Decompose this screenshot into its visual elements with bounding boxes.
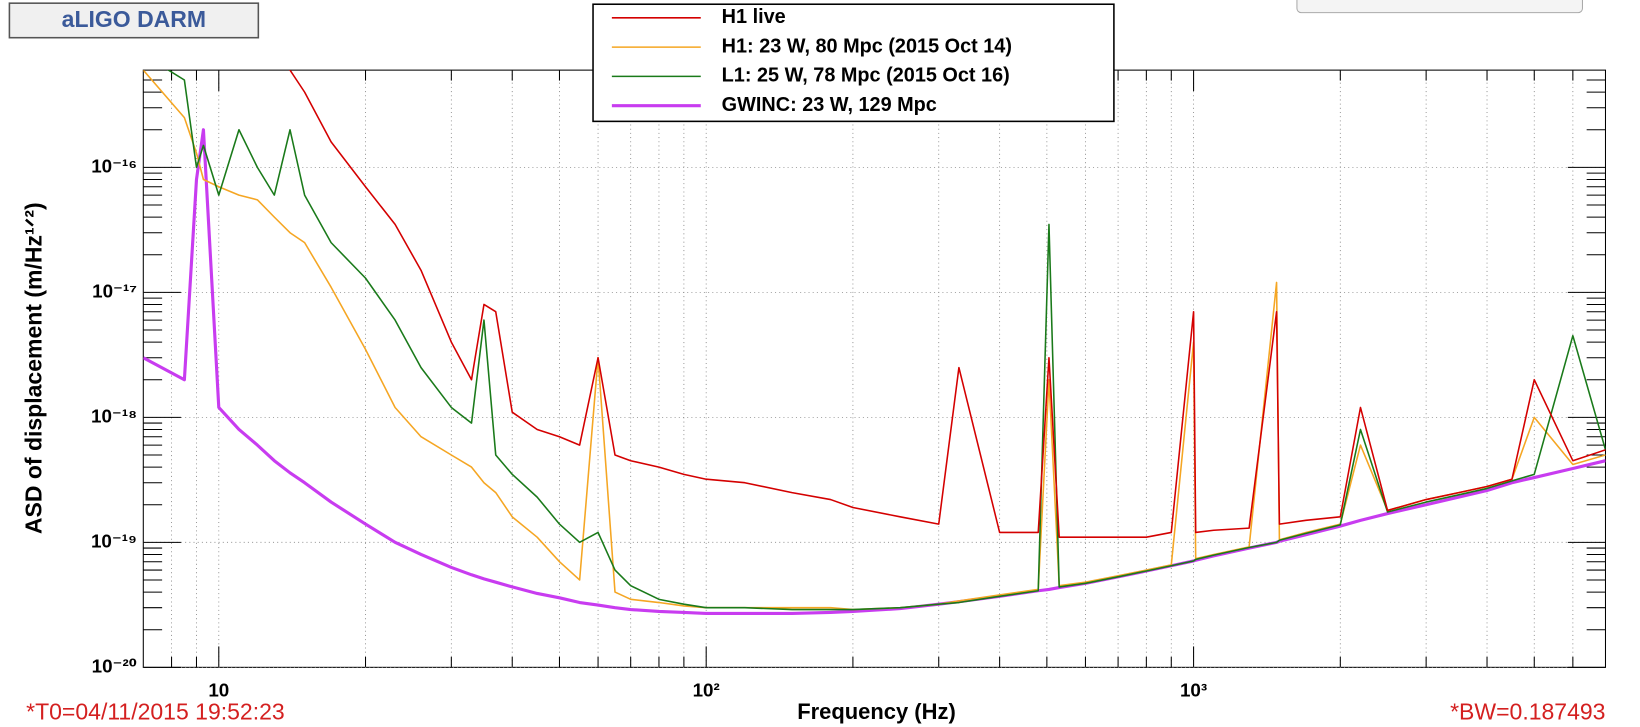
x-tick-label: 10² <box>693 679 720 700</box>
lines <box>143 70 1606 615</box>
y-tick-label: 10⁻¹⁷ <box>92 280 137 301</box>
legend-label: GWINC: 23 W, 129 Mpc <box>722 94 937 116</box>
button-frame[interactable] <box>8 2 260 39</box>
legend-label: H1 live <box>722 6 786 28</box>
x-tick-label: 10³ <box>1180 679 1207 700</box>
button-label[interactable]: aLIGO DARM <box>62 6 206 32</box>
button[interactable]: aLIGO DARM <box>8 2 260 39</box>
legend: H1 live H1: 23 W, 80 Mpc (2015 Oct 14) L1:… <box>592 3 1115 123</box>
y-tick-label: 10⁻¹⁶ <box>91 155 137 176</box>
series-line <box>143 128 1606 615</box>
y-tick-label: 10⁻²⁰ <box>92 655 137 676</box>
y-tick-label: 10⁻¹⁹ <box>91 530 137 551</box>
footer-bandwidth: *BW=0.187493 <box>1450 698 1605 724</box>
legend-label: L1: 25 W, 78 Mpc (2015 Oct 16) <box>722 65 1010 87</box>
grid <box>143 70 1606 668</box>
series-line <box>288 70 1606 538</box>
footer-time: *T0=04/11/2015 19:52:23 <box>26 698 285 724</box>
legend-frame <box>592 3 1115 123</box>
plot-frame <box>142 69 1607 668</box>
y-tick-label: 10⁻¹⁸ <box>91 405 137 426</box>
series-line <box>166 70 1606 611</box>
series-line <box>143 70 1606 611</box>
x-axis-label: Frequency (Hz) <box>797 699 956 724</box>
toolbar-box <box>1296 0 1583 14</box>
x-tick-label: 10 <box>208 679 229 700</box>
legend-label: H1: 23 W, 80 Mpc (2015 Oct 14) <box>722 35 1012 57</box>
y-axis-label: ASD of displacement (m/Hz¹ᐟ²) <box>21 202 47 534</box>
